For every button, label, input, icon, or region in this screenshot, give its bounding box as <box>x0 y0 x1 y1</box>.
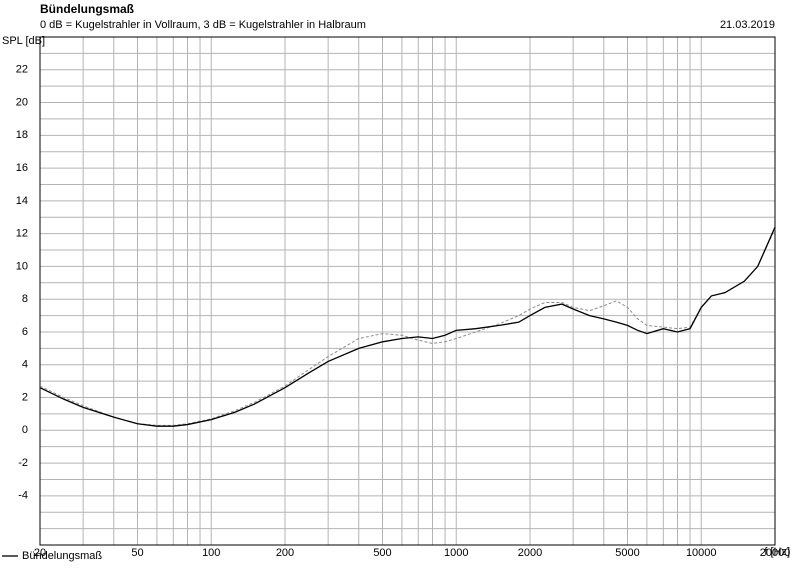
y-tick-label: 14 <box>16 195 28 207</box>
y-tick-label: 16 <box>16 162 28 174</box>
x-tick-label: 5000 <box>615 547 639 559</box>
x-tick-label: 10000 <box>686 547 717 559</box>
chart-date: 21.03.2019 <box>720 19 775 31</box>
y-tick-label: 4 <box>22 359 28 371</box>
y-tick-label: 12 <box>16 228 28 240</box>
x-tick-label: 200 <box>276 547 294 559</box>
y-tick-label: 18 <box>16 129 28 141</box>
y-tick-label: -2 <box>18 457 28 469</box>
x-tick-label: 20 <box>34 547 46 559</box>
y-tick-label: 0 <box>22 424 28 436</box>
y-tick-label: 20 <box>16 96 28 108</box>
y-tick-label: 2 <box>22 391 28 403</box>
y-tick-label: 6 <box>22 326 28 338</box>
y-axis-label: SPL [dB] <box>2 35 45 47</box>
chart-title: Bündelungsmaß <box>40 2 134 16</box>
x-tick-label: 20000 <box>760 547 791 559</box>
data-line <box>39 228 776 426</box>
x-tick-label: 500 <box>373 547 391 559</box>
x-tick-label: 50 <box>131 547 143 559</box>
y-tick-label: -4 <box>18 490 28 502</box>
x-tick-label: 2000 <box>518 547 542 559</box>
legend-label: Bündelungsmaß <box>22 550 102 562</box>
x-axis-label: f [Hz] <box>764 546 790 558</box>
y-tick-label: 10 <box>16 260 28 272</box>
plot-frame <box>39 36 776 546</box>
y-tick-label: 22 <box>16 64 28 76</box>
x-tick-label: 1000 <box>444 547 468 559</box>
y-tick-label: 8 <box>22 293 28 305</box>
chart-subtitle: 0 dB = Kugelstrahler in Vollraum, 3 dB =… <box>40 19 366 31</box>
data-line <box>39 226 776 427</box>
x-tick-label: 100 <box>202 547 220 559</box>
